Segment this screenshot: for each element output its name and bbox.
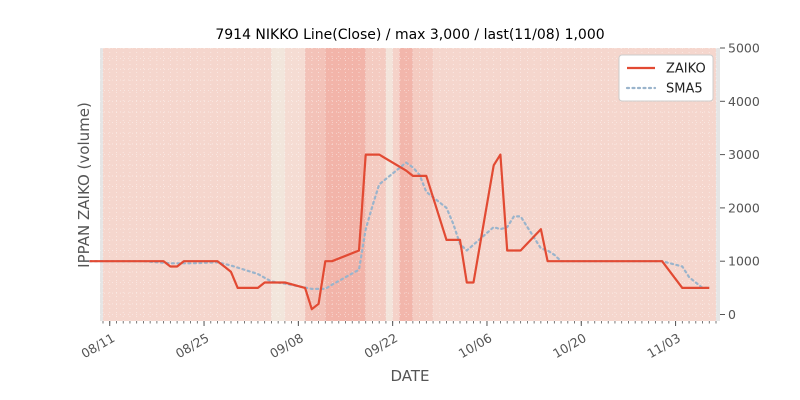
- background-band: [305, 48, 326, 321]
- y-tick-label: 0: [728, 307, 736, 322]
- x-tick-label: 09/08: [267, 330, 306, 361]
- background-band: [103, 48, 272, 321]
- y-tick-label: 2000: [728, 200, 760, 215]
- background-band: [284, 48, 306, 321]
- series-line-zaiko: [89, 153, 710, 311]
- chart-title: 7914 NIKKO Line(Close) / max 3,000 / las…: [215, 27, 604, 43]
- series-layer: [88, 153, 711, 311]
- legend-label-sma5: SMA5: [666, 82, 703, 97]
- x-axis-label: DATE: [390, 367, 429, 385]
- legend-label-zaiko: ZAIKO: [666, 62, 706, 77]
- x-axis: 08/11 08/25 09/08 09/22 10/06 10/20 11/03: [79, 321, 717, 361]
- y-tick-label: 3000: [728, 147, 760, 162]
- x-tick-label: 08/25: [173, 330, 212, 361]
- grid-lines: [100, 47, 720, 321]
- legend: ZAIKO SMA5: [618, 54, 714, 102]
- x-tick-label: 10/20: [550, 330, 589, 361]
- y-axis-label: IPPAN ZAIKO (volume): [75, 102, 93, 268]
- y-tick-label: 4000: [728, 94, 760, 109]
- background-band: [385, 48, 393, 321]
- x-tick-label: 11/03: [644, 330, 683, 361]
- background-band: [365, 48, 386, 321]
- y-tick-label: 5000: [728, 41, 760, 56]
- x-tick-label: 09/22: [361, 330, 400, 361]
- background-band: [392, 48, 400, 321]
- x-tick-label: 10/06: [456, 330, 495, 361]
- y-tick-label: 1000: [728, 254, 760, 269]
- x-tick-label: 08/11: [79, 330, 118, 361]
- legend-box: [618, 54, 714, 102]
- y-axis: 0 1000 2000 3000 4000 5000: [720, 41, 760, 322]
